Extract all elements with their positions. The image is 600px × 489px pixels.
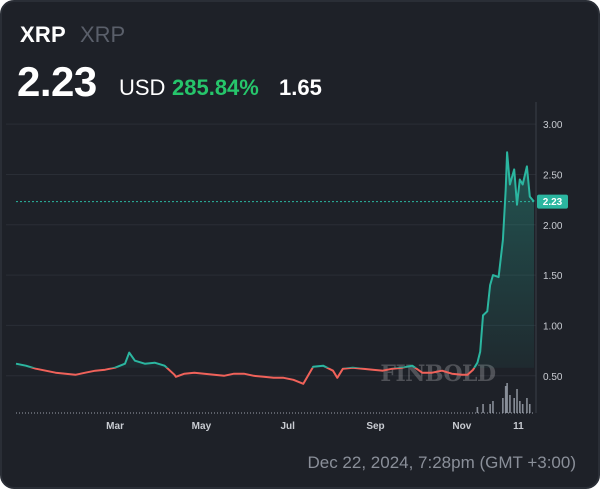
volume-bar: [513, 398, 515, 413]
volume-bar: [509, 395, 511, 413]
y-tick-label: 2.00: [543, 221, 563, 232]
price-currency: USD: [119, 75, 166, 100]
price-line-below: [29, 367, 476, 385]
y-tick-label: 1.00: [543, 321, 563, 332]
x-tick-label: 11: [513, 421, 524, 432]
price-area: [16, 152, 534, 368]
timestamp: Dec 22, 2024, 7:28pm (GMT +3:00): [307, 453, 576, 472]
absolute-change: 1.65: [279, 75, 322, 100]
asset-name: XRP: [80, 22, 126, 47]
y-tick-label: 3.00: [543, 120, 563, 131]
price-line-above: [15, 151, 535, 368]
y-tick-label: 2.50: [543, 170, 563, 181]
ticker-symbol: XRP: [20, 22, 66, 47]
volume-bar: [489, 404, 491, 413]
current-price-label: 2.23: [543, 197, 563, 208]
volume-bar: [526, 398, 528, 413]
volume-bar: [504, 386, 507, 413]
volume-bar: [506, 383, 508, 413]
current-price: 2.23: [17, 58, 97, 105]
volume-bar: [519, 401, 521, 413]
volume-bar: [516, 389, 518, 413]
volume-bar: [476, 407, 479, 413]
volume-bar: [492, 401, 494, 413]
x-tick-label: May: [192, 421, 212, 432]
volume-bar: [521, 404, 524, 413]
current-price-tag: [537, 194, 568, 209]
volume-bar: [482, 404, 484, 413]
x-tick-label: Jul: [281, 421, 296, 432]
y-tick-label: 1.50: [543, 271, 563, 282]
volume-bar: [528, 404, 531, 413]
percent-change: 285.84%: [172, 75, 259, 100]
x-tick-label: Nov: [452, 421, 471, 432]
x-tick-label: Mar: [106, 421, 124, 432]
y-tick-label: 0.50: [543, 372, 563, 383]
volume-bar: [502, 398, 504, 413]
x-tick-label: Sep: [366, 421, 384, 432]
